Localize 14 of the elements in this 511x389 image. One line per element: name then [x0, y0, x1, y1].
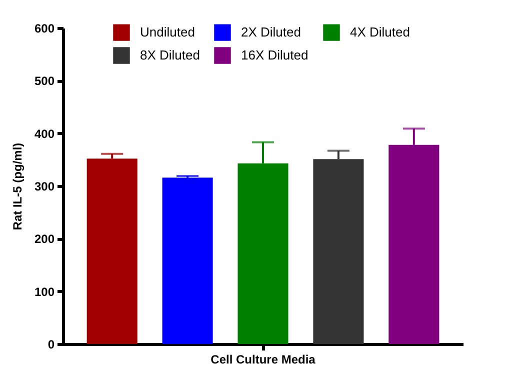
y-tick-label: 200 [34, 232, 55, 246]
x-tick-label: Cell Culture Media [210, 352, 316, 366]
y-tick-label: 400 [34, 126, 55, 141]
legend-label: 4X Diluted [350, 24, 410, 40]
legend-label: 2X Diluted [241, 24, 301, 40]
legend-label: 8X Diluted [140, 48, 200, 62]
y-tick-label: 0 [48, 338, 55, 352]
y-tick-label: 500 [34, 74, 55, 88]
legend-label: Undiluted [140, 24, 195, 40]
y-tick-label: 100 [34, 284, 55, 299]
y-tick-label: 300 [34, 180, 55, 194]
legend-label: 16X Diluted [241, 48, 308, 62]
y-axis-title: Rat IL-5 (pg/ml) [10, 142, 24, 230]
y-tick-label: 600 [34, 22, 55, 36]
